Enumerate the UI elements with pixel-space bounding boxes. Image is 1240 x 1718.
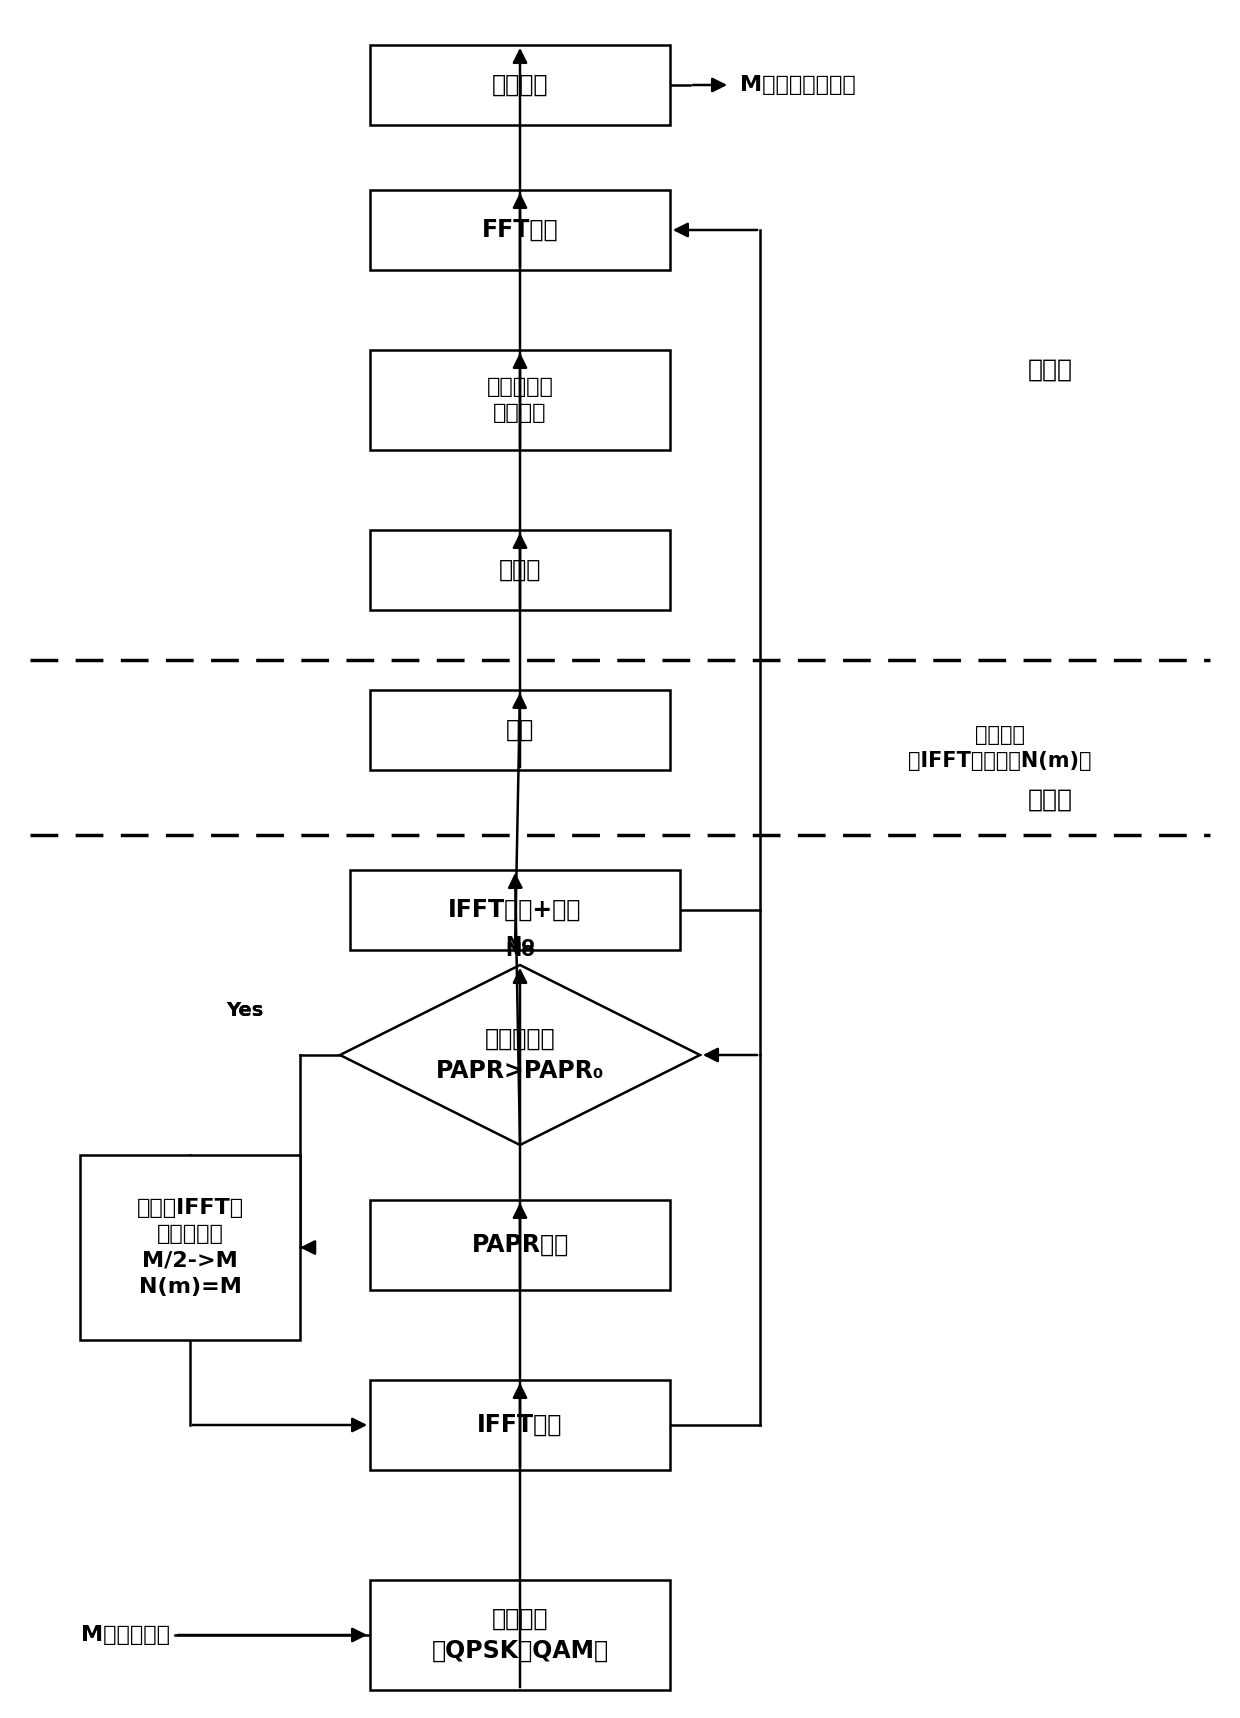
Bar	[370, 350, 670, 450]
Text: No: No	[505, 936, 534, 955]
Text: IFFT运算: IFFT运算	[477, 1412, 563, 1436]
Text: 接送端: 接送端	[1028, 357, 1073, 381]
Bar	[370, 529, 670, 610]
Bar	[370, 1199, 670, 1290]
Text: PAPR计算: PAPR计算	[471, 1234, 569, 1258]
Text: IFFT输出+前缀: IFFT输出+前缀	[449, 899, 582, 923]
Bar	[350, 869, 680, 950]
Text: Yes: Yes	[227, 1000, 264, 1019]
Bar	[370, 1581, 670, 1691]
Text: 去前缀: 去前缀	[498, 558, 541, 582]
Text: 时变（IFFT运
算点减半）
M/2->M
N(m)=M: 时变（IFFT运 算点减半） M/2->M N(m)=M	[136, 1197, 243, 1297]
Text: FFT运算: FFT运算	[481, 218, 558, 242]
Bar	[370, 1380, 670, 1471]
Text: M点输入信号: M点输入信号	[81, 1625, 170, 1646]
Bar	[370, 45, 670, 125]
Text: 基带解调: 基带解调	[492, 72, 548, 96]
Bar	[81, 1154, 300, 1340]
Text: 比较门限值
PAPR>PAPR₀: 比较门限值 PAPR>PAPR₀	[436, 1027, 604, 1082]
Bar	[370, 191, 670, 270]
Text: 基带调制
（QPSK，QAM）: 基带调制 （QPSK，QAM）	[432, 1608, 609, 1663]
Bar	[370, 691, 670, 770]
Text: 发送端: 发送端	[1028, 789, 1073, 813]
Text: 边带信息
（IFFT运算长度N(m)）: 边带信息 （IFFT运算长度N(m)）	[908, 725, 1091, 771]
Text: No: No	[505, 940, 534, 959]
Text: 信道: 信道	[506, 718, 534, 742]
Polygon shape	[340, 966, 701, 1144]
Text: Yes: Yes	[227, 1000, 264, 1019]
Text: M点重建输出信号: M点重建输出信号	[740, 76, 856, 94]
Text: 频域均衡去
信道干扰: 频域均衡去 信道干扰	[486, 376, 553, 423]
